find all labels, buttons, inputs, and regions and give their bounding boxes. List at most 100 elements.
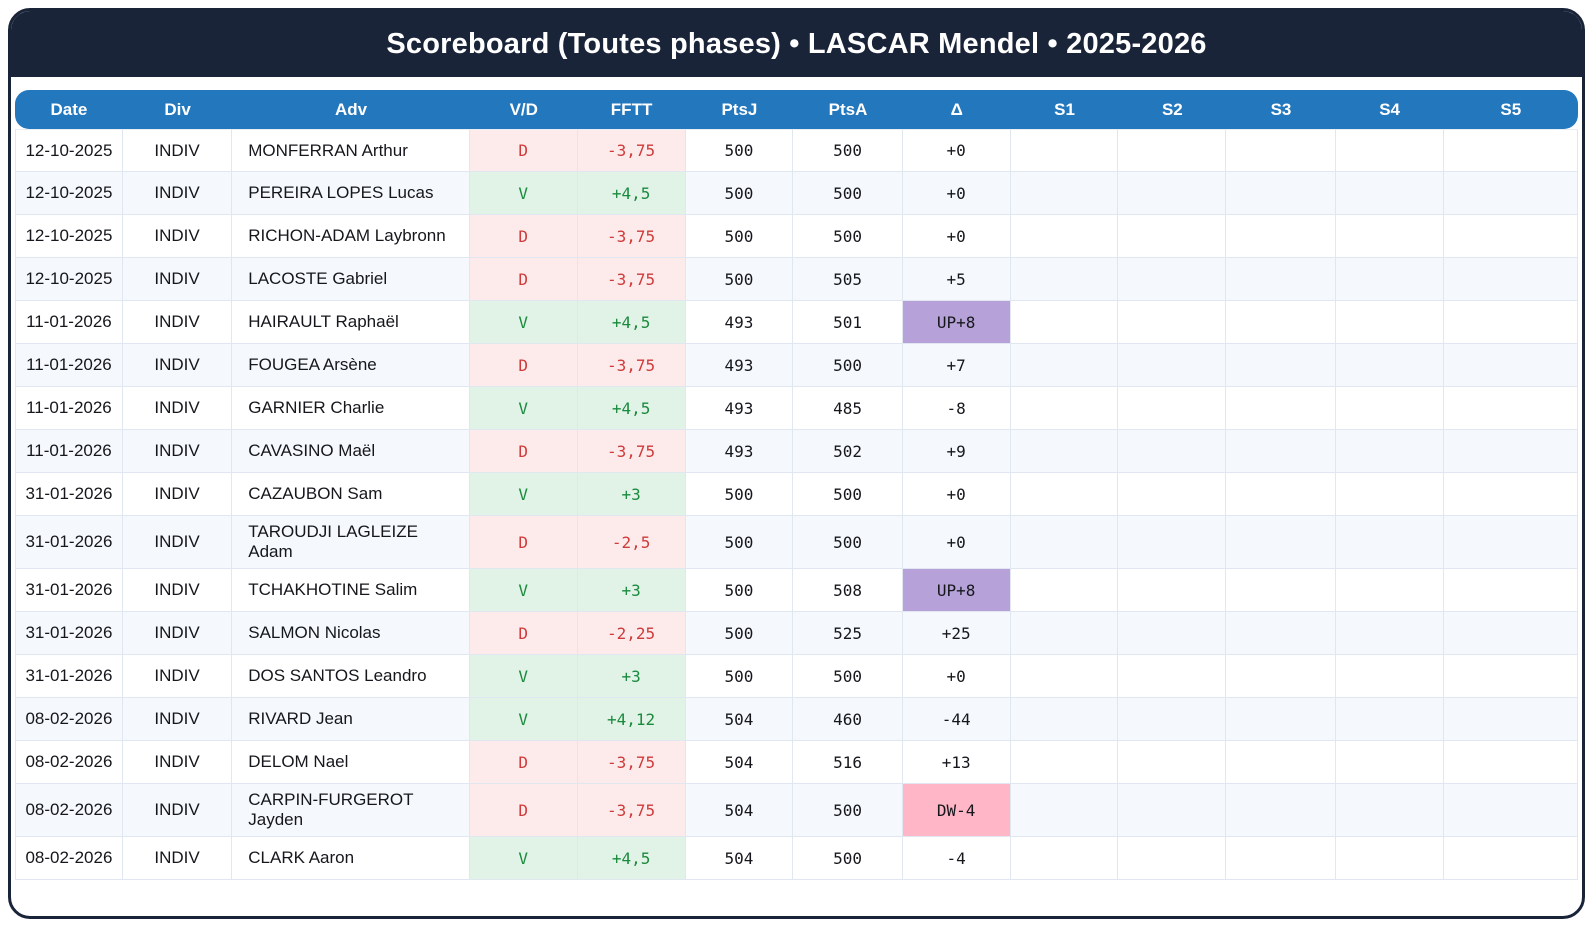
cell-fftt: -3,75 <box>577 430 686 473</box>
cell-s2 <box>1118 301 1227 344</box>
cell-fftt: -3,75 <box>577 258 686 301</box>
cell-adv: FOUGEA Arsène <box>232 344 470 387</box>
cell-fftt: +4,5 <box>577 172 686 215</box>
cell-div: INDIV <box>122 344 233 387</box>
cell-ptsa: 500 <box>793 129 903 172</box>
cell-div: INDIV <box>122 784 233 837</box>
table-row: 31-01-2026 INDIV DOS SANTOS Leandro V +3 500 5… <box>15 655 1578 698</box>
cell-delta: +9 <box>902 430 1011 473</box>
cell-s4 <box>1335 698 1444 741</box>
column-header-s4: S4 <box>1335 90 1444 129</box>
cell-s5 <box>1443 741 1578 784</box>
table-row: 11-01-2026 INDIV CAVASINO Maël D -3,75 493 502… <box>15 430 1578 473</box>
cell-div: INDIV <box>122 473 233 516</box>
cell-ptsj: 500 <box>685 172 794 215</box>
cell-s3 <box>1226 655 1336 698</box>
cell-ptsa: 500 <box>793 655 903 698</box>
page-title: Scoreboard (Toutes phases) • LASCAR Mend… <box>386 27 1207 60</box>
cell-s5 <box>1443 387 1578 430</box>
column-header-delta: Δ <box>902 90 1011 129</box>
cell-vd: D <box>469 129 578 172</box>
cell-s3 <box>1226 387 1336 430</box>
cell-s2 <box>1118 837 1227 880</box>
cell-date: 31-01-2026 <box>15 516 123 569</box>
cell-s4 <box>1335 569 1444 612</box>
column-header-vd: V/D <box>469 90 578 129</box>
cell-adv: CLARK Aaron <box>232 837 470 880</box>
cell-adv: RIVARD Jean <box>232 698 470 741</box>
cell-fftt: -3,75 <box>577 344 686 387</box>
cell-s3 <box>1226 516 1336 569</box>
cell-date: 08-02-2026 <box>15 741 123 784</box>
cell-delta: +0 <box>902 655 1011 698</box>
cell-vd: D <box>469 784 578 837</box>
cell-vd: V <box>469 301 578 344</box>
table-row: 08-02-2026 INDIV CARPIN-FURGEROT Jayden D -3… <box>15 784 1578 837</box>
cell-div: INDIV <box>122 129 233 172</box>
cell-ptsj: 504 <box>685 741 794 784</box>
cell-delta: -4 <box>902 837 1011 880</box>
cell-s3 <box>1226 430 1336 473</box>
cell-ptsj: 493 <box>685 301 794 344</box>
cell-vd: D <box>469 741 578 784</box>
cell-s2 <box>1118 612 1227 655</box>
cell-vd: D <box>469 516 578 569</box>
cell-ptsj: 493 <box>685 387 794 430</box>
cell-adv: SALMON Nicolas <box>232 612 470 655</box>
cell-s1 <box>1010 516 1119 569</box>
cell-delta: +0 <box>902 516 1011 569</box>
cell-delta: +0 <box>902 473 1011 516</box>
cell-delta: UP+8 <box>902 301 1011 344</box>
cell-s4 <box>1335 655 1444 698</box>
cell-s5 <box>1443 430 1578 473</box>
cell-fftt: +4,5 <box>577 837 686 880</box>
table-row: 31-01-2026 INDIV SALMON Nicolas D -2,25 500 52… <box>15 612 1578 655</box>
cell-s1 <box>1010 215 1119 258</box>
cell-s1 <box>1010 258 1119 301</box>
cell-ptsa: 505 <box>793 258 903 301</box>
cell-s1 <box>1010 698 1119 741</box>
cell-s3 <box>1226 612 1336 655</box>
column-header-s1: S1 <box>1010 90 1119 129</box>
cell-ptsj: 500 <box>685 473 794 516</box>
cell-date: 11-01-2026 <box>15 301 123 344</box>
cell-div: INDIV <box>122 569 233 612</box>
cell-s5 <box>1443 215 1578 258</box>
cell-s2 <box>1118 473 1227 516</box>
table-row: 12-10-2025 INDIV MONFERRAN Arthur D -3,75 500… <box>15 129 1578 172</box>
cell-ptsj: 493 <box>685 344 794 387</box>
cell-adv: TCHAKHOTINE Salim <box>232 569 470 612</box>
cell-ptsj: 500 <box>685 516 794 569</box>
cell-s3 <box>1226 784 1336 837</box>
header-row: Date Div Adv V/D FFTT PtsJ PtsA Δ S1 S2 … <box>15 90 1578 129</box>
cell-adv: GARNIER Charlie <box>232 387 470 430</box>
cell-s5 <box>1443 258 1578 301</box>
cell-s1 <box>1010 612 1119 655</box>
cell-fftt: +3 <box>577 655 686 698</box>
cell-s1 <box>1010 129 1119 172</box>
cell-delta: -8 <box>902 387 1011 430</box>
cell-ptsa: 500 <box>793 837 903 880</box>
cell-s2 <box>1118 129 1227 172</box>
cell-s1 <box>1010 344 1119 387</box>
cell-s5 <box>1443 301 1578 344</box>
cell-s5 <box>1443 655 1578 698</box>
cell-ptsj: 500 <box>685 215 794 258</box>
scoreboard-table: Date Div Adv V/D FFTT PtsJ PtsA Δ S1 S2 … <box>15 90 1578 880</box>
table-header: Date Div Adv V/D FFTT PtsJ PtsA Δ S1 S2 … <box>15 90 1578 129</box>
cell-div: INDIV <box>122 172 233 215</box>
cell-s3 <box>1226 569 1336 612</box>
cell-s4 <box>1335 129 1444 172</box>
cell-date: 08-02-2026 <box>15 837 123 880</box>
cell-ptsj: 504 <box>685 837 794 880</box>
cell-fftt: -3,75 <box>577 741 686 784</box>
cell-vd: V <box>469 473 578 516</box>
table-row: 12-10-2025 INDIV PEREIRA LOPES Lucas V +4,5 5… <box>15 172 1578 215</box>
cell-delta: +13 <box>902 741 1011 784</box>
cell-s2 <box>1118 344 1227 387</box>
cell-s2 <box>1118 258 1227 301</box>
cell-s5 <box>1443 698 1578 741</box>
cell-fftt: +4,12 <box>577 698 686 741</box>
cell-delta: DW-4 <box>902 784 1011 837</box>
cell-ptsa: 516 <box>793 741 903 784</box>
